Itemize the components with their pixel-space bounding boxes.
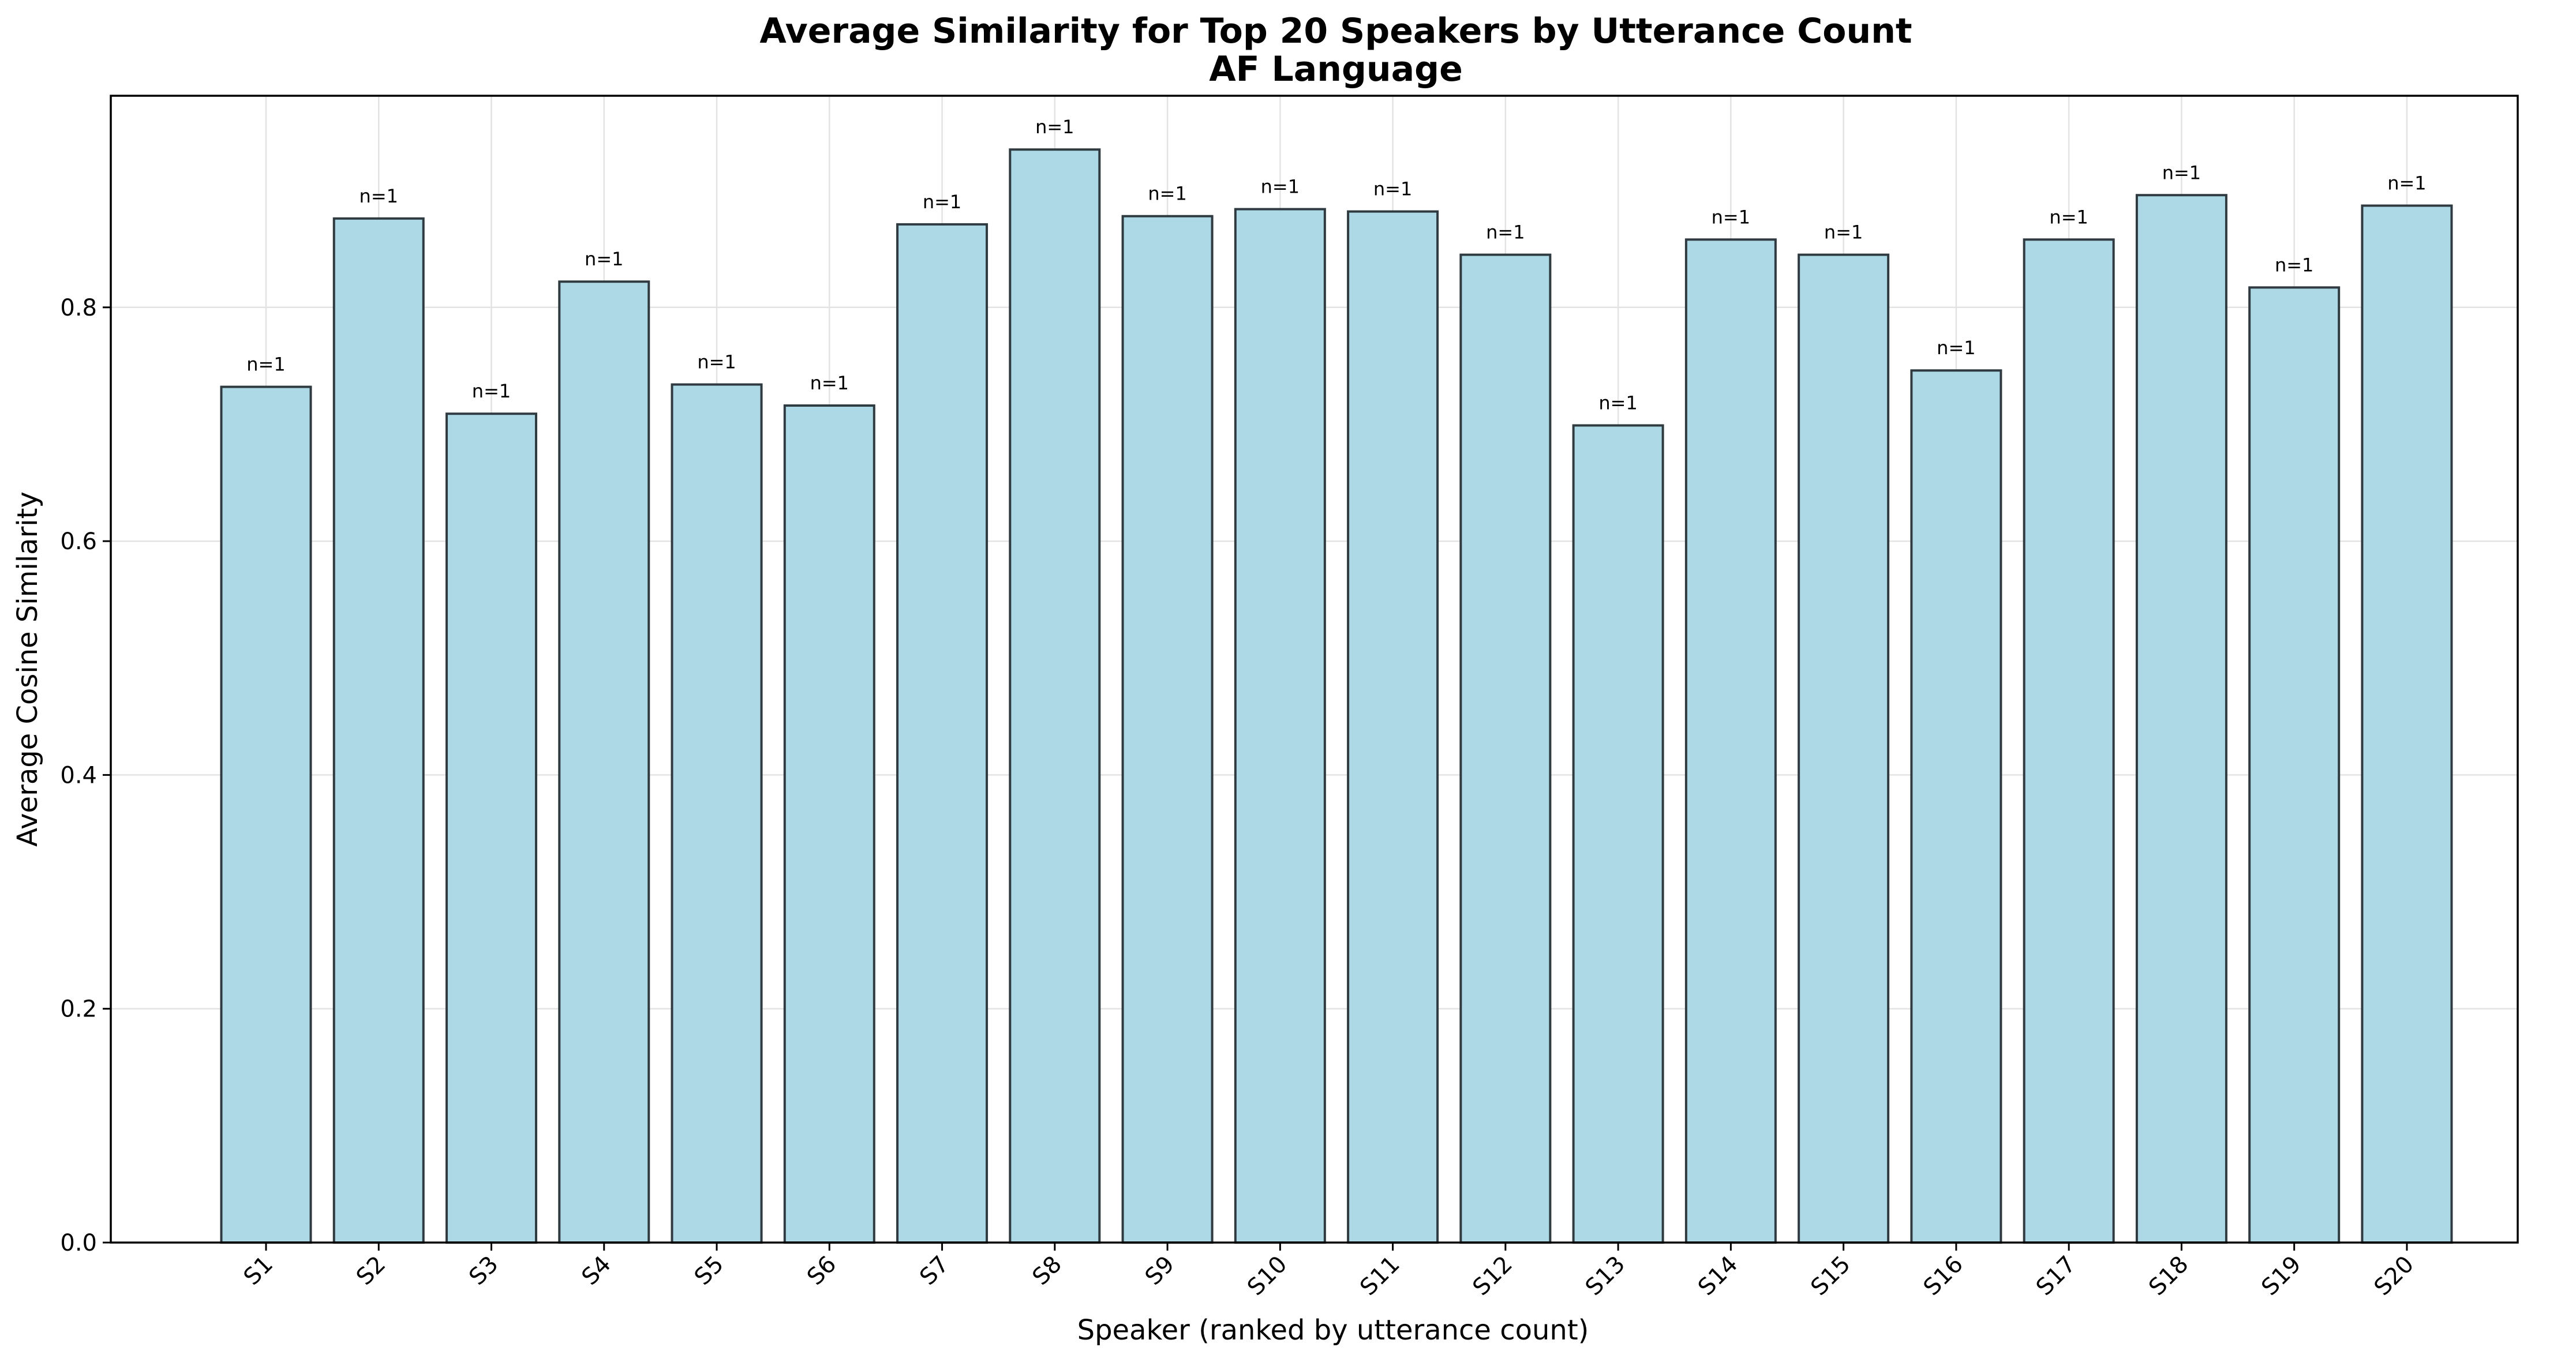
x-tick-label: S4 [576,1251,616,1290]
x-tick-label: S18 [2144,1251,2193,1301]
data-label: n=1 [2162,162,2201,183]
y-tick-label: 0.0 [60,1230,97,1256]
data-label: n=1 [585,248,623,270]
data-label: n=1 [246,354,285,376]
data-label: n=1 [1486,222,1525,243]
bar-S2 [332,217,425,1244]
y-tick-label: 0.6 [60,528,97,555]
data-label: n=1 [1373,178,1412,200]
bar-S1 [220,385,312,1244]
data-label: n=1 [923,191,961,213]
bar-S7 [896,223,989,1244]
bar-S14 [1684,238,1777,1244]
x-tick-label: S7 [915,1251,954,1290]
data-label: n=1 [697,351,736,373]
bar-S3 [445,412,538,1244]
data-label: n=1 [2387,172,2426,194]
chart-subtitle: AF Language [1209,49,1463,89]
data-label: n=1 [1598,392,1637,414]
x-tick-label: S14 [1693,1251,1743,1301]
x-tick-label: S3 [464,1251,503,1290]
data-label: n=1 [2275,254,2313,276]
bar-S9 [1121,215,1214,1244]
x-tick-label: S5 [690,1251,729,1290]
x-tick-label: S10 [1242,1251,1292,1301]
x-tick-label: S12 [1467,1251,1517,1301]
bar-S10 [1234,208,1326,1244]
bar-S8 [1009,148,1101,1244]
bar-S6 [783,404,875,1244]
bar-S4 [558,280,650,1244]
y-tick-label: 0.4 [60,762,97,789]
x-tick-label: S11 [1355,1251,1405,1301]
x-tick-label: S9 [1140,1251,1180,1290]
x-tick-label: S13 [1581,1251,1630,1301]
bars [220,148,2453,1244]
data-label: n=1 [1261,176,1300,198]
plot-frame [110,95,2519,1244]
x-tick-label: S8 [1027,1251,1066,1290]
bar-S5 [671,383,763,1244]
x-tick-label: S16 [1918,1251,1968,1301]
data-labels: n=1 n=1 n=1 n=1 n=1 n=1 n=1 n=1 n=1 n=1 n=1 n=1 n=1 n… [246,116,2426,414]
x-tick-label: S1 [239,1251,278,1290]
data-label: n=1 [1937,337,1975,359]
x-tick-label: S20 [2369,1251,2419,1301]
x-tick-label: S2 [351,1251,391,1290]
chart-title: Average Similarity for Top 20 Speakers b… [759,11,1912,51]
x-tick-label: S19 [2256,1251,2306,1301]
y-tick-label: 0.2 [60,996,97,1023]
y-tick-label: 0.8 [60,295,97,321]
x-axis-ticks: S1 S2 S3 S4 S5 S6 S7 S8 S9 S10 S11 S12 S13 S14 S15 S16 S… [239,1243,2419,1301]
data-label: n=1 [1148,183,1186,205]
y-axis-ticks: 0.0 0.2 0.4 0.6 0.8 [60,295,111,1256]
data-label: n=1 [1824,222,1863,243]
bar-S16 [1910,369,2002,1244]
data-label: n=1 [810,372,849,394]
bar-S20 [2361,204,2453,1244]
bar-S17 [2023,238,2115,1244]
x-tick-label: S17 [2031,1251,2081,1301]
y-axis-label: Average Cosine Similarity [12,491,44,847]
bar-S13 [1572,424,1664,1244]
data-label: n=1 [360,185,398,207]
data-label: n=1 [1712,206,1750,228]
data-label: n=1 [1035,116,1074,138]
bar-S12 [1459,253,1552,1244]
data-label: n=1 [472,380,511,402]
x-tick-label: S6 [802,1251,841,1290]
bar-S19 [2248,286,2341,1244]
x-tick-label: S15 [1806,1251,1855,1301]
bar-S11 [1347,210,1439,1244]
bar-S15 [1798,253,1890,1244]
data-label: n=1 [2049,206,2088,228]
x-axis-label: Speaker (ranked by utterance count) [1077,1314,1589,1346]
bar-S18 [2135,194,2227,1244]
